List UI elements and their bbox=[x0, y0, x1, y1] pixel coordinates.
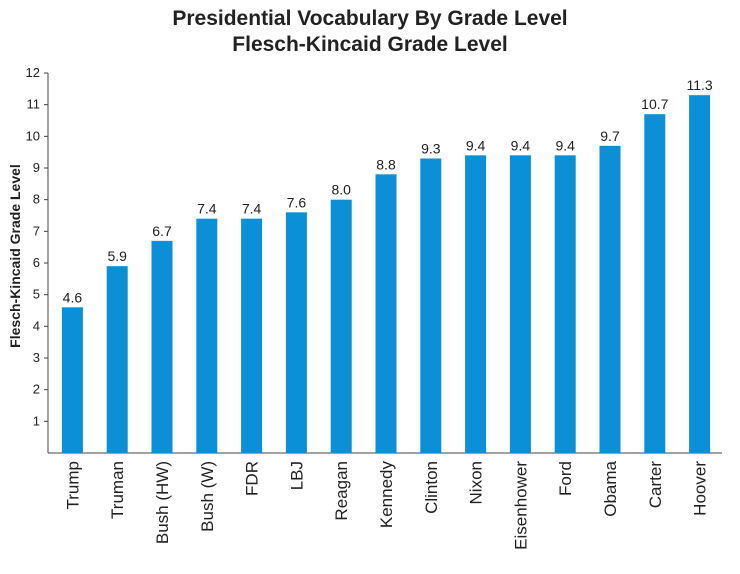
chart-title: Presidential Vocabulary By Grade Level bbox=[172, 7, 568, 30]
x-tick-label: Obama bbox=[601, 460, 620, 516]
y-tick-label: 8 bbox=[33, 192, 40, 207]
value-label: 5.9 bbox=[107, 248, 127, 264]
x-tick-label: Nixon bbox=[467, 461, 486, 504]
value-labels: 4.6 5.9 6.7 7.4 7.4 7.6 8.0 8.8 9.3 9.4 9.4 9.4 9.7 1… bbox=[63, 77, 713, 305]
value-label: 4.6 bbox=[63, 289, 83, 305]
bar bbox=[554, 155, 576, 454]
x-tick-labels: Trump Truman Bush (HW) Bush (W) FDR LBJ Reagan… bbox=[63, 460, 709, 549]
x-tick-label: Bush (HW) bbox=[153, 461, 172, 544]
value-label: 11.3 bbox=[686, 77, 712, 93]
x-tick-label: Trump bbox=[63, 461, 82, 510]
value-label: 7.6 bbox=[287, 194, 307, 210]
value-label: 7.4 bbox=[197, 201, 217, 217]
value-label: 9.4 bbox=[555, 137, 575, 153]
chart-subtitle: Flesch-Kincaid Grade Level bbox=[232, 33, 508, 56]
y-axis-label: Flesch-Kincaid Grade Level bbox=[7, 164, 23, 348]
x-tick-label: Kennedy bbox=[377, 461, 396, 529]
bar bbox=[465, 155, 487, 454]
value-label: 7.4 bbox=[242, 201, 262, 217]
value-label: 9.4 bbox=[466, 137, 486, 153]
y-tick-label: 6 bbox=[33, 255, 40, 270]
x-tick-label: LBJ bbox=[287, 461, 306, 490]
y-tick-label: 12 bbox=[26, 65, 40, 80]
bars bbox=[61, 95, 711, 454]
bar bbox=[241, 218, 263, 453]
bar bbox=[420, 158, 442, 453]
y-tick-label: 4 bbox=[33, 318, 40, 333]
bar bbox=[196, 218, 218, 453]
x-tick-label: Bush (W) bbox=[198, 461, 217, 532]
x-tick-label: Eisenhower bbox=[511, 461, 530, 550]
x-tick-label: Carter bbox=[646, 461, 665, 509]
bar bbox=[599, 145, 621, 454]
value-label: 6.7 bbox=[152, 223, 172, 239]
bar bbox=[61, 307, 83, 453]
x-tick-label: Ford bbox=[556, 461, 575, 496]
x-tick-label: Truman bbox=[108, 461, 127, 519]
y-tick-label: 10 bbox=[26, 128, 40, 143]
bar bbox=[644, 114, 666, 454]
x-tick-label: Hoover bbox=[691, 461, 710, 516]
value-label: 9.4 bbox=[511, 137, 531, 153]
y-tick-label: 3 bbox=[33, 350, 40, 365]
bar bbox=[106, 266, 128, 453]
value-label: 9.7 bbox=[600, 128, 620, 144]
x-tick-label: FDR bbox=[243, 461, 262, 496]
bar bbox=[151, 240, 173, 453]
value-label: 9.3 bbox=[421, 141, 441, 157]
y-tick-label: 5 bbox=[33, 287, 40, 302]
x-tick-label: Reagan bbox=[332, 461, 351, 521]
x-tick-label: Clinton bbox=[422, 461, 441, 514]
y-tick-label: 9 bbox=[33, 160, 40, 175]
bar bbox=[689, 95, 711, 454]
bar bbox=[330, 199, 352, 453]
bar bbox=[285, 212, 307, 453]
value-label: 10.7 bbox=[641, 96, 668, 112]
bar bbox=[509, 155, 531, 454]
y-tick-label: 7 bbox=[33, 223, 40, 238]
y-tick-label: 11 bbox=[27, 97, 41, 112]
value-label: 8.0 bbox=[331, 182, 351, 198]
value-label: 8.8 bbox=[376, 156, 396, 172]
y-tick-label: 2 bbox=[33, 382, 40, 397]
y-tick-label: 1 bbox=[33, 413, 40, 428]
bar bbox=[375, 174, 397, 454]
